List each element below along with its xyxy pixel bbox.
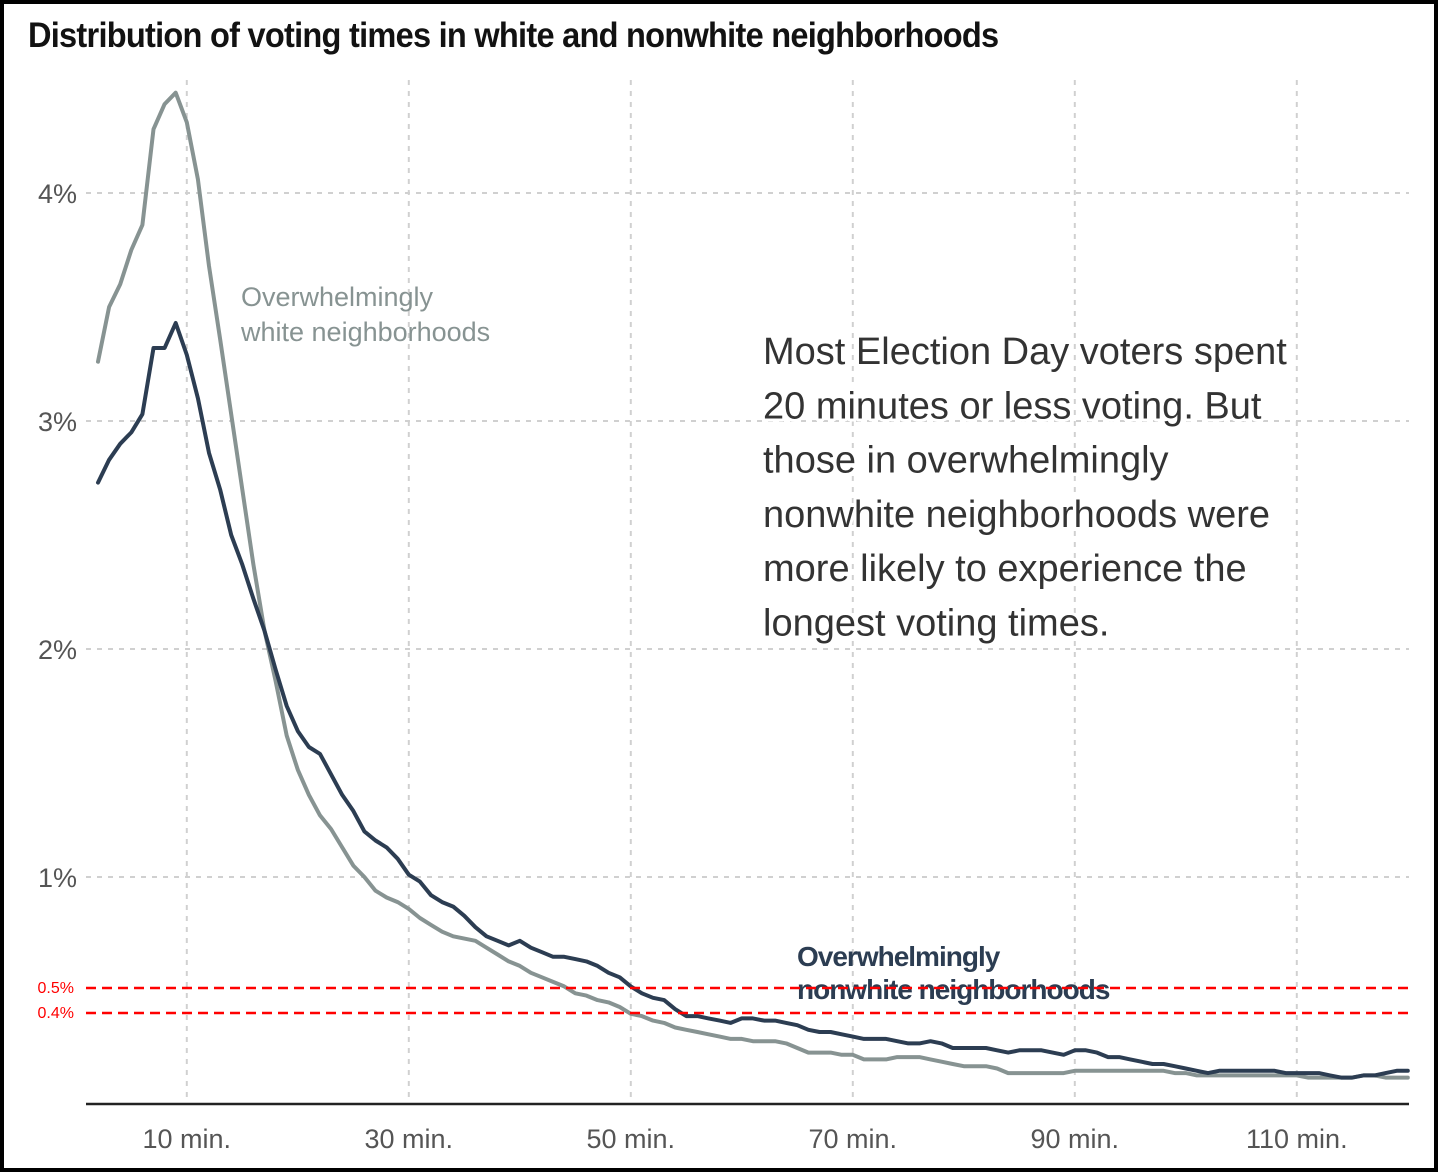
y-tick-label: 4% [38, 179, 77, 209]
horizontal-gridlines [86, 192, 1409, 878]
annotation-line: longest voting times. [763, 603, 1109, 645]
series-line-nonwhite-neighborhoods [96, 321, 1410, 1080]
x-tick-label: 70 min. [809, 1124, 898, 1154]
annotation-text: Most Election Day voters spent 20 minutes… [760, 328, 1290, 648]
y-tick-label: 3% [38, 407, 77, 437]
series-label-nonwhite-neighborhoods: nonwhite neighborhoods [797, 974, 1110, 1005]
y-tick-label: 1% [38, 863, 77, 893]
series-line-white-neighborhoods [96, 90, 1410, 1080]
x-tick-label: 90 min. [1031, 1124, 1120, 1154]
annotation-line: nonwhite neighborhoods were [763, 494, 1270, 536]
reference-lines: 0.5% 0.4% [38, 980, 1414, 1022]
reference-line-label: 0.4% [38, 1005, 74, 1022]
series-lines [96, 90, 1410, 1080]
series-label-white-neighborhoods: Overwhelmingly [241, 282, 434, 312]
annotation-line: those in overwhelmingly [763, 440, 1169, 482]
x-tick-label: 50 min. [587, 1124, 676, 1154]
x-axis-tick-labels: 10 min. 30 min. 50 min. 70 min. 90 min. 110 m… [143, 1124, 1348, 1154]
annotation-line: Most Election Day voters spent [763, 331, 1287, 373]
chart-frame: Distribution of voting times in white an… [4, 4, 1434, 1168]
annotation-line: 20 minutes or less voting. But [763, 385, 1262, 427]
series-label-nonwhite-neighborhoods: Overwhelmingly [797, 941, 1001, 972]
reference-line-label: 0.5% [38, 980, 74, 997]
annotation-line: more likely to experience the [763, 548, 1247, 590]
x-tick-label: 10 min. [143, 1124, 232, 1154]
y-axis-tick-labels: 1% 2% 3% 4% [38, 179, 77, 893]
y-tick-label: 2% [38, 635, 77, 665]
vertical-gridlines [185, 80, 1298, 1105]
series-label-white-neighborhoods: white neighborhoods [240, 317, 490, 347]
line-chart: 1% 2% 3% 4% 10 min. 30 min. 50 min. 70 min. 90 … [38, 80, 1414, 1154]
x-tick-label: 110 min. [1246, 1124, 1348, 1154]
x-tick-label: 30 min. [365, 1124, 454, 1154]
chart-title: Distribution of voting times in white an… [28, 16, 999, 55]
series-labels: Overwhelmingly white neighborhoods Overwhe… [240, 282, 1111, 1005]
